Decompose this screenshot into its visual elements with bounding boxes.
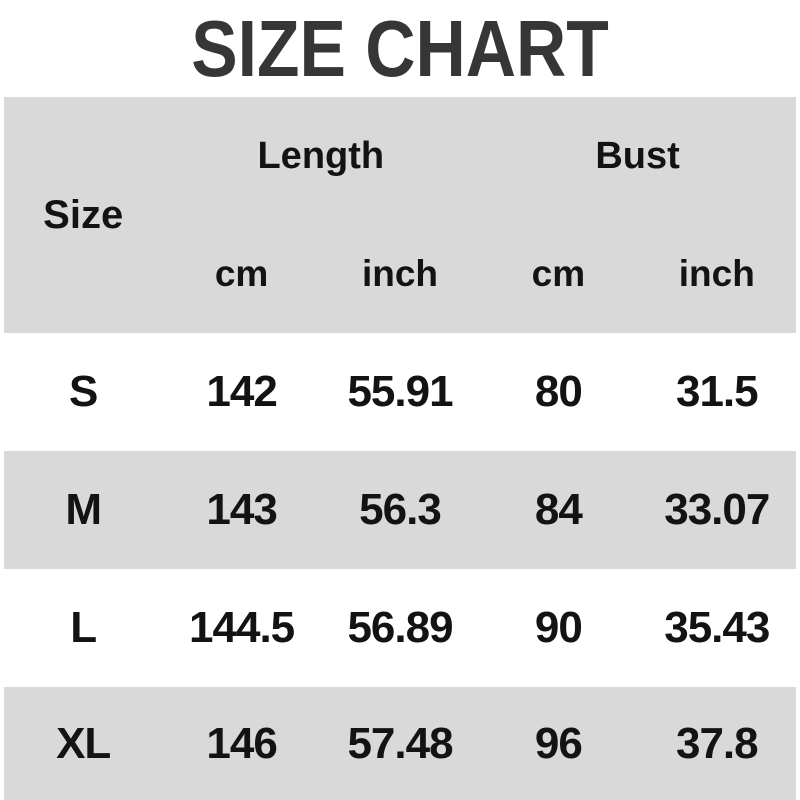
unit-header-bust-cm: cm (531, 253, 586, 294)
size-cell: XL (56, 718, 111, 768)
length-inch-cell: 57.48 (347, 718, 453, 768)
unit-header-length-inch: inch (361, 253, 439, 294)
table-row-xl: XL 146 57.48 96 37.8 (4, 687, 796, 800)
size-cell: S (69, 367, 98, 416)
bust-inch-cell: 37.8 (675, 718, 759, 768)
bust-inch-cell: 35.43 (664, 603, 770, 652)
bust-cm-cell: 80 (534, 367, 583, 416)
unit-header-length-cm: cm (214, 253, 269, 294)
length-inch-cell: 55.91 (347, 367, 453, 416)
length-cm-cell: 146 (206, 718, 277, 768)
unit-header-bust-inch: inch (678, 253, 755, 294)
length-group-header: Length (257, 134, 385, 177)
length-cm-cell: 143 (206, 485, 277, 534)
length-inch-cell: 56.3 (359, 485, 442, 534)
size-table: Size Length Bust cm inch cm inch S 142 5… (0, 97, 800, 800)
length-inch-cell: 56.89 (347, 603, 453, 652)
bust-inch-cell: 33.07 (664, 485, 770, 534)
title-bar: SIZE CHART (0, 0, 800, 97)
table-row-m: M 143 56.3 84 33.07 (4, 451, 796, 569)
table-row-s: S 142 55.91 80 31.5 (4, 333, 796, 451)
table-row-l: L 144.5 56.89 90 35.43 (4, 569, 796, 687)
size-cell: M (65, 485, 102, 534)
bust-cm-cell: 90 (534, 603, 583, 652)
bust-group-header: Bust (595, 134, 680, 177)
size-column-header: Size (43, 192, 124, 237)
size-cell: L (70, 603, 97, 652)
page-title: SIZE CHART (191, 3, 609, 93)
table-header: Size Length Bust cm inch cm inch (4, 97, 796, 333)
bust-cm-cell: 84 (534, 485, 583, 534)
length-cm-cell: 144.5 (189, 603, 295, 652)
length-cm-cell: 142 (206, 367, 277, 416)
bust-cm-cell: 96 (534, 718, 583, 768)
bust-inch-cell: 31.5 (675, 367, 759, 416)
